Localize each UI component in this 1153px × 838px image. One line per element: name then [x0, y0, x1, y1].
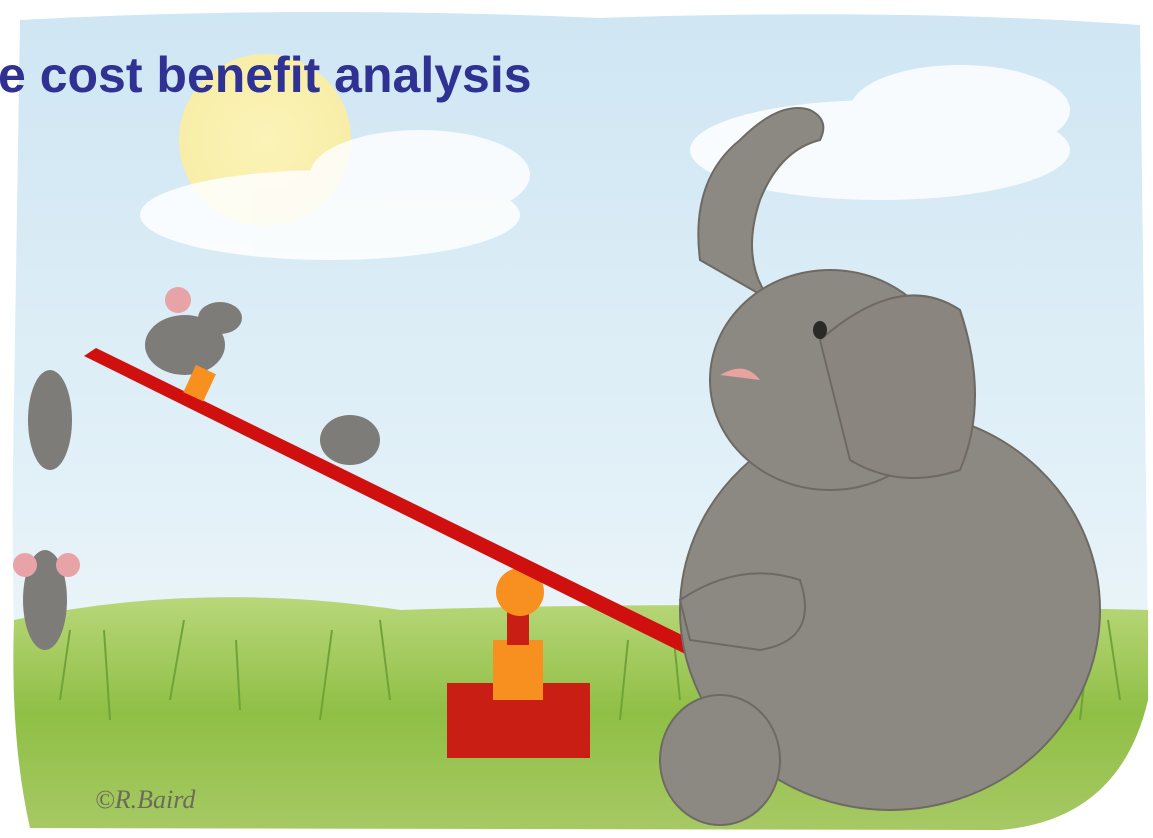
mouse [28, 370, 72, 470]
foot [660, 695, 780, 825]
cloud [310, 130, 530, 220]
illustration: e cost benefit analysis ©R.Baird [0, 0, 1153, 838]
page: e cost benefit analysis ©R.Baird (() => … [0, 0, 1153, 838]
cloud [850, 65, 1070, 155]
seesaw-block [493, 640, 543, 700]
mouse-head [198, 302, 242, 334]
title: e cost benefit analysis [0, 47, 532, 103]
mouse [320, 415, 380, 465]
mouse-ear [56, 553, 80, 577]
mouse-ear [165, 287, 191, 313]
signature: ©R.Baird [95, 785, 196, 814]
mouse-ear [13, 553, 37, 577]
elephant-eye [813, 321, 827, 339]
